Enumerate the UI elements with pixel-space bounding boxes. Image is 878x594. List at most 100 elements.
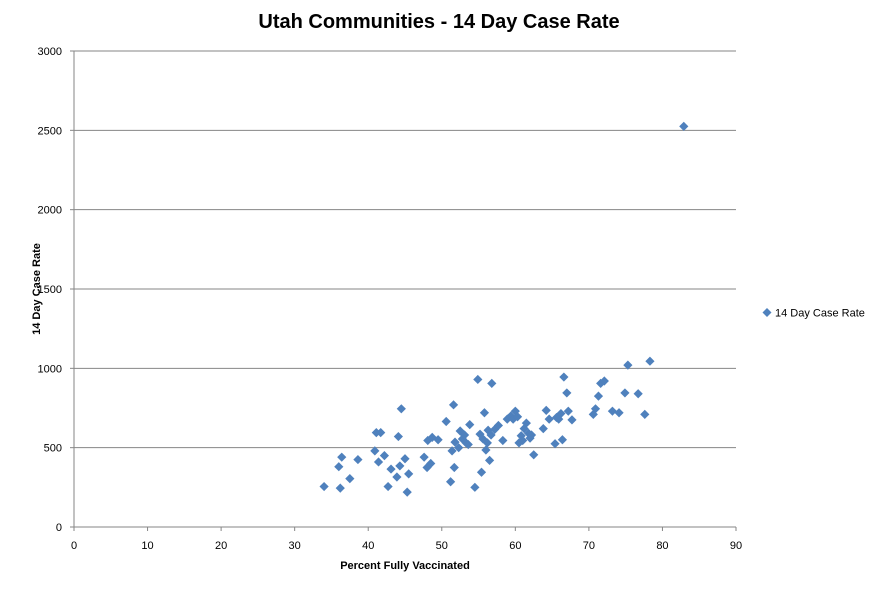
- data-point: [455, 426, 465, 436]
- data-point: [483, 425, 493, 435]
- data-point: [379, 451, 390, 461]
- x-tick-label: 60: [509, 540, 521, 552]
- data-point: [373, 457, 384, 467]
- data-point: [607, 406, 618, 416]
- data-point: [498, 435, 508, 446]
- data-point: [402, 487, 412, 497]
- data-point: [465, 420, 475, 430]
- data-point: [529, 450, 539, 460]
- x-tick-label: 80: [656, 540, 668, 552]
- data-point: [419, 452, 429, 462]
- y-tick-label: 2000: [38, 205, 62, 217]
- data-point: [556, 408, 566, 419]
- y-tick-label: 1000: [38, 363, 62, 375]
- data-point: [386, 464, 396, 474]
- data-point: [345, 474, 355, 484]
- data-point: [557, 435, 568, 445]
- data-point: [404, 469, 414, 479]
- data-point: [508, 414, 518, 424]
- chart-title: Utah Communities - 14 Day Case Rate: [258, 11, 619, 33]
- data-point: [335, 483, 345, 493]
- x-tick-label: 20: [215, 540, 227, 552]
- data-point: [588, 409, 598, 419]
- data-point: [679, 121, 689, 131]
- data-point: [512, 412, 523, 422]
- data-point: [554, 414, 564, 424]
- data-point: [526, 430, 537, 440]
- data-point: [448, 400, 459, 410]
- data-point: [441, 416, 451, 427]
- data-point: [370, 446, 380, 456]
- data-point: [334, 462, 344, 472]
- legend: 14 Day Case Rate: [762, 308, 865, 320]
- data-point: [562, 388, 572, 398]
- data-point: [454, 443, 464, 453]
- legend-label: 14 Day Case Rate: [775, 308, 865, 320]
- data-point: [447, 446, 457, 456]
- data-point: [518, 435, 528, 446]
- data-point: [487, 378, 497, 389]
- data-point: [353, 454, 363, 465]
- legend-marker-icon: [762, 308, 772, 317]
- data-point: [449, 462, 459, 473]
- data-point: [392, 472, 402, 482]
- data-point: [640, 409, 650, 419]
- data-point: [470, 482, 480, 492]
- x-tick-label: 50: [436, 540, 448, 552]
- gridlines: [74, 50, 736, 449]
- data-point: [620, 388, 630, 398]
- y-axis-title: 14 Day Case Rate: [31, 243, 43, 335]
- data-point: [593, 391, 604, 401]
- data-point: [337, 452, 347, 462]
- data-point: [541, 405, 551, 415]
- data-point: [510, 406, 520, 416]
- data-point: [490, 424, 500, 435]
- data-point: [486, 430, 496, 440]
- data-point: [383, 481, 393, 492]
- data-point: [506, 411, 516, 421]
- data-point: [596, 378, 606, 389]
- data-point: [319, 481, 329, 492]
- data-point: [481, 445, 491, 455]
- data-point: [395, 461, 405, 471]
- data-point: [514, 438, 524, 448]
- data-point: [567, 415, 577, 425]
- data-point: [599, 376, 609, 386]
- data-point: [459, 430, 470, 440]
- data-point: [590, 404, 601, 414]
- data-point: [544, 414, 554, 424]
- x-tick-label: 10: [141, 540, 153, 552]
- y-tick-label: 2500: [38, 125, 62, 137]
- x-tick-label: 90: [730, 540, 742, 552]
- y-tick-label: 500: [44, 443, 62, 455]
- x-tick-label: 70: [583, 540, 595, 552]
- x-tick-label: 30: [289, 540, 301, 552]
- data-point: [446, 477, 456, 487]
- x-axis-title: Percent Fully Vaccinated: [340, 560, 470, 572]
- data-point: [476, 467, 487, 477]
- data-point: [450, 437, 460, 447]
- data-point: [563, 406, 573, 416]
- data-point: [538, 424, 548, 434]
- data-point: [521, 418, 531, 428]
- data-point: [559, 372, 569, 382]
- data-point: [493, 420, 504, 431]
- data-point: [482, 438, 492, 448]
- data-point: [426, 458, 436, 469]
- data-point: [400, 454, 410, 464]
- data-point: [633, 389, 643, 399]
- data-point: [484, 455, 495, 465]
- data-point: [479, 408, 490, 418]
- data-point: [396, 404, 406, 414]
- y-tick-label: 0: [56, 522, 62, 534]
- data-point: [645, 356, 655, 366]
- data-point: [550, 439, 560, 449]
- x-tick-label: 40: [362, 540, 374, 552]
- x-tick-label: 0: [71, 540, 77, 552]
- data-point: [614, 408, 624, 418]
- data-point: [376, 427, 386, 438]
- data-points: [319, 121, 689, 497]
- data-point: [525, 433, 535, 443]
